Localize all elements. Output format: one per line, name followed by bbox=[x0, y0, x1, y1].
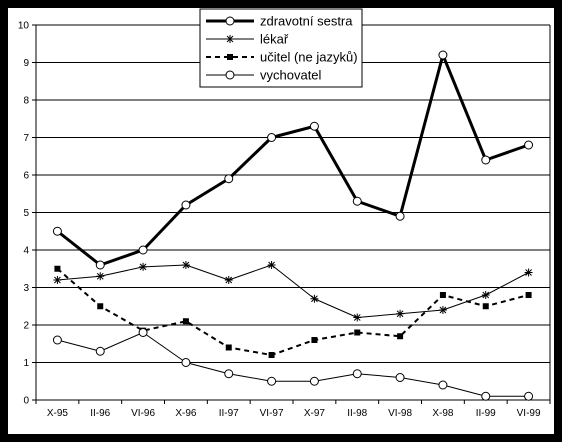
legend-label: učitel (ne jazyků) bbox=[260, 50, 358, 65]
data-point-circle bbox=[481, 155, 491, 165]
data-point-square bbox=[54, 265, 61, 272]
data-point-star bbox=[438, 306, 447, 314]
y-axis-ticks: 0 1 2 3 4 5 6 7 8 9 10 bbox=[18, 21, 36, 407]
data-point-circle bbox=[524, 140, 534, 150]
data-point-square bbox=[225, 344, 232, 351]
data-point-star bbox=[310, 294, 319, 303]
data-point-circle bbox=[395, 373, 405, 382]
data-point-circle bbox=[225, 16, 235, 26]
data-point-star bbox=[224, 276, 233, 284]
x-tick-label: VI-98 bbox=[388, 408, 412, 419]
data-point-circle bbox=[224, 174, 234, 184]
data-point-star bbox=[524, 268, 533, 277]
data-point-star bbox=[181, 261, 190, 269]
data-point-star bbox=[139, 262, 148, 271]
data-point-square bbox=[525, 292, 532, 298]
x-tick-label: II-96 bbox=[90, 408, 110, 419]
data-point-circle bbox=[309, 376, 319, 386]
data-point-square bbox=[354, 329, 361, 336]
x-tick-label: X-97 bbox=[304, 408, 326, 419]
y-tick-label: 7 bbox=[23, 133, 29, 144]
y-tick-label: 10 bbox=[18, 21, 30, 32]
data-point-circle bbox=[52, 335, 62, 345]
data-point-square bbox=[97, 303, 104, 310]
series-line bbox=[56, 53, 530, 267]
x-tick-label: X-95 bbox=[47, 408, 69, 419]
data-point-circle bbox=[95, 260, 105, 270]
series-3 bbox=[54, 265, 532, 358]
series-group bbox=[52, 50, 534, 401]
series-line bbox=[57, 264, 529, 318]
data-point-circle bbox=[225, 70, 235, 80]
data-point-circle bbox=[181, 358, 191, 367]
data-point-circle bbox=[95, 346, 105, 356]
data-point-circle bbox=[481, 391, 491, 401]
x-tick-label: II-98 bbox=[347, 408, 367, 419]
data-point-square bbox=[397, 333, 404, 340]
series-1 bbox=[52, 50, 534, 270]
y-tick-label: 3 bbox=[23, 283, 29, 294]
data-point-circle bbox=[352, 196, 362, 206]
data-point-circle bbox=[395, 211, 405, 221]
legend-label: zdravotní sestra bbox=[260, 14, 353, 29]
data-point-circle bbox=[181, 200, 191, 210]
data-point-circle bbox=[52, 226, 62, 236]
x-tick-label: VI-97 bbox=[260, 408, 284, 419]
legend-entry: vychovatel bbox=[206, 68, 322, 83]
y-tick-label: 2 bbox=[23, 321, 29, 332]
data-point-square bbox=[227, 54, 233, 60]
data-point-star bbox=[353, 313, 362, 322]
data-point-circle bbox=[267, 133, 277, 142]
data-point-star bbox=[267, 261, 276, 269]
data-point-star bbox=[226, 35, 234, 43]
x-tick-label: II-99 bbox=[476, 408, 496, 419]
legend: zdravotní sestra lékař učitel (ne jazyků) v… bbox=[199, 8, 363, 88]
data-point-circle bbox=[524, 391, 534, 401]
data-point-circle bbox=[267, 376, 277, 386]
x-tick-label: X-98 bbox=[432, 408, 454, 419]
x-tick-label: VI-99 bbox=[517, 408, 541, 419]
data-point-star bbox=[96, 272, 105, 281]
legend-entry: učitel (ne jazyků) bbox=[206, 50, 358, 65]
y-tick-label: 6 bbox=[23, 171, 29, 182]
data-point-star bbox=[481, 291, 490, 299]
data-point-circle bbox=[138, 245, 148, 255]
data-point-square bbox=[439, 292, 446, 298]
y-tick-label: 4 bbox=[23, 246, 29, 257]
legend-label: lékař bbox=[260, 32, 289, 47]
legend-entry: lékař bbox=[206, 32, 289, 47]
data-point-circle bbox=[224, 369, 234, 379]
x-axis-ticks: X-95 II-96 VI-96 X-96 II-97 VI-97 X-97 II-98 VI-… bbox=[35, 400, 551, 419]
x-tick-label: VI-96 bbox=[131, 408, 155, 419]
y-tick-label: 1 bbox=[23, 358, 29, 369]
data-point-square bbox=[182, 318, 189, 325]
y-tick-label: 9 bbox=[23, 58, 29, 69]
legend-label: vychovatel bbox=[260, 68, 322, 83]
data-point-circle bbox=[309, 121, 319, 131]
data-point-square bbox=[482, 303, 489, 310]
data-point-star bbox=[396, 309, 405, 318]
series-2 bbox=[53, 261, 533, 322]
gridlines bbox=[36, 24, 550, 363]
y-tick-label: 0 bbox=[23, 396, 29, 407]
series-line bbox=[56, 267, 529, 356]
data-point-square bbox=[311, 337, 318, 343]
data-point-square bbox=[268, 352, 275, 358]
data-point-circle bbox=[438, 50, 448, 60]
data-point-circle bbox=[138, 328, 148, 337]
data-point-circle bbox=[438, 380, 448, 390]
x-tick-label: X-96 bbox=[175, 408, 197, 419]
x-tick-label: II-97 bbox=[219, 408, 239, 419]
y-tick-label: 8 bbox=[23, 96, 29, 107]
series-4 bbox=[52, 328, 534, 401]
data-point-circle bbox=[352, 369, 362, 379]
series-line bbox=[57, 332, 529, 397]
data-point-star bbox=[53, 276, 62, 284]
y-tick-label: 5 bbox=[23, 208, 29, 219]
legend-entry: zdravotní sestra bbox=[206, 14, 353, 29]
